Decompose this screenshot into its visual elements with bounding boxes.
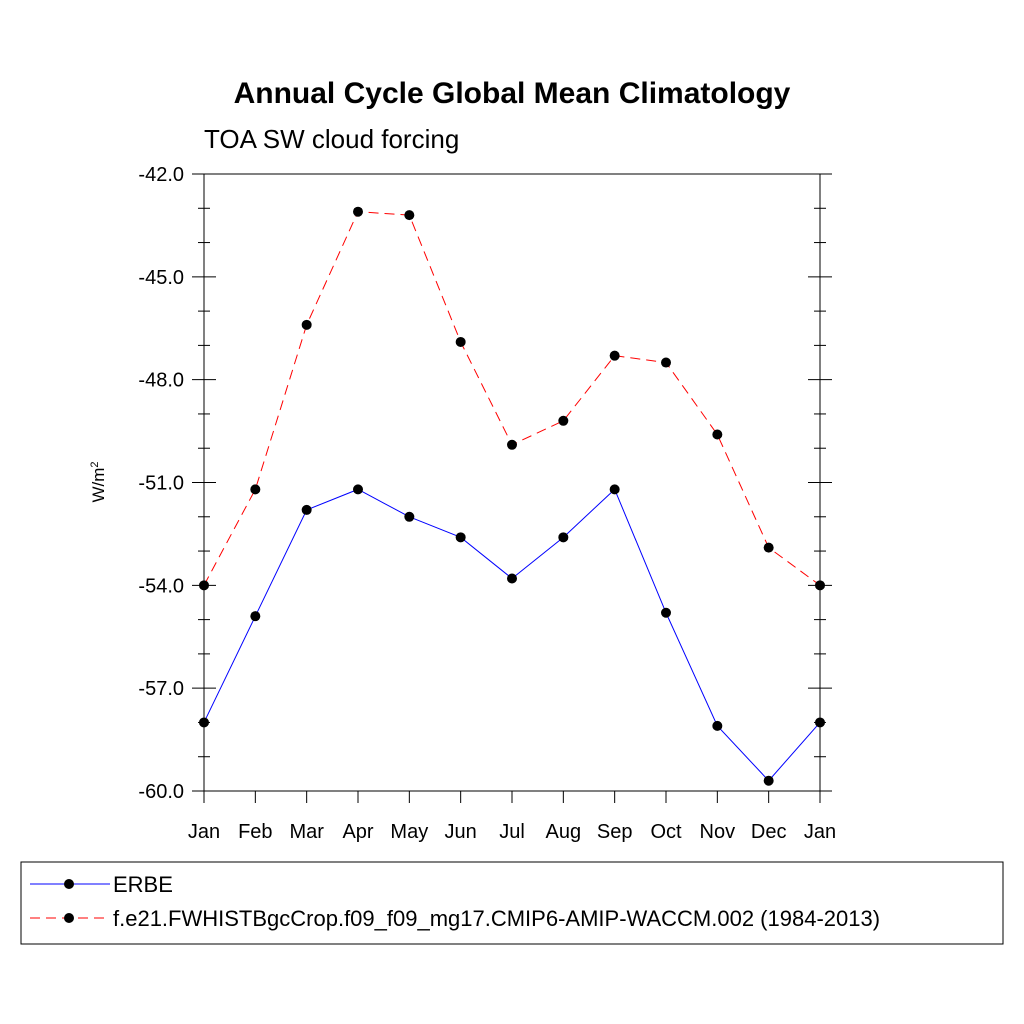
series-1-point bbox=[250, 611, 261, 622]
y-tick-label: -42.0 bbox=[138, 164, 184, 186]
series-2-point bbox=[558, 415, 569, 426]
series-2-point bbox=[815, 580, 825, 591]
x-tick-label: Aug bbox=[546, 821, 582, 843]
series-2-point bbox=[301, 319, 312, 330]
y-axis-label-exponent: 2 bbox=[89, 461, 101, 467]
x-tick-label: Nov bbox=[700, 821, 736, 843]
legend-marker-2 bbox=[64, 913, 74, 923]
y-tick-label: -48.0 bbox=[138, 370, 184, 392]
y-tick-label: -54.0 bbox=[138, 575, 184, 597]
series-2-point bbox=[661, 357, 671, 368]
y-tick-label: -51.0 bbox=[138, 473, 184, 495]
x-tick-label: Jul bbox=[499, 821, 525, 843]
legend-box bbox=[20, 861, 1004, 945]
series-1-point bbox=[558, 532, 569, 543]
plot-frame bbox=[203, 173, 821, 792]
x-tick-label: Mar bbox=[289, 821, 324, 843]
x-tick-label: Jan bbox=[188, 821, 220, 843]
series-2-point bbox=[712, 429, 723, 440]
series-2-point bbox=[763, 542, 774, 553]
y-tick-label: -57.0 bbox=[138, 678, 184, 700]
series-1-point bbox=[353, 484, 363, 495]
series-2-point bbox=[455, 336, 466, 347]
x-tick-label: Apr bbox=[342, 821, 373, 843]
y-axis-label-base: W/m bbox=[89, 468, 108, 503]
x-tick-label: Jan bbox=[804, 821, 836, 843]
series-1-point bbox=[507, 573, 517, 584]
series-1-point bbox=[404, 511, 415, 522]
series-2-point bbox=[353, 206, 363, 217]
chart-title: Annual Cycle Global Mean Climatology bbox=[234, 77, 791, 110]
series-1-point bbox=[712, 720, 723, 731]
series-1-point bbox=[661, 607, 671, 618]
y-axis-label: W/m2 bbox=[89, 461, 108, 502]
y-tick-label: -60.0 bbox=[138, 781, 184, 803]
chart-subtitle: TOA SW cloud forcing bbox=[204, 124, 459, 154]
legend-marker-1 bbox=[64, 879, 74, 889]
series-1-point bbox=[763, 775, 774, 786]
series-2-point bbox=[250, 484, 261, 495]
legend: ERBE f.e21.FWHISTBgcCrop.f09_f09_mg17.CMI… bbox=[30, 872, 880, 931]
series-1-point bbox=[199, 717, 209, 728]
series-2-point bbox=[609, 350, 620, 361]
series-2-point bbox=[507, 439, 517, 450]
x-tick-label: Dec bbox=[751, 821, 787, 843]
series-1-point bbox=[455, 532, 466, 543]
x-tick-label: Feb bbox=[238, 821, 272, 843]
series-2-point bbox=[199, 580, 209, 591]
series-line-2 bbox=[203, 211, 821, 586]
x-tick-label: May bbox=[390, 821, 428, 843]
series-2-point bbox=[404, 210, 415, 221]
legend-label-2: f.e21.FWHISTBgcCrop.f09_f09_mg17.CMIP6-A… bbox=[113, 906, 880, 931]
x-tick-label: Jun bbox=[445, 821, 477, 843]
legend-label-1: ERBE bbox=[113, 872, 173, 897]
y-tick-label: -45.0 bbox=[138, 267, 184, 289]
x-tick-label: Oct bbox=[650, 821, 682, 843]
x-tick-label: Sep bbox=[597, 821, 633, 843]
series-1-point bbox=[815, 717, 825, 728]
series-1-point bbox=[301, 504, 312, 515]
series-1-point bbox=[609, 484, 620, 495]
series-line-1 bbox=[203, 488, 821, 782]
